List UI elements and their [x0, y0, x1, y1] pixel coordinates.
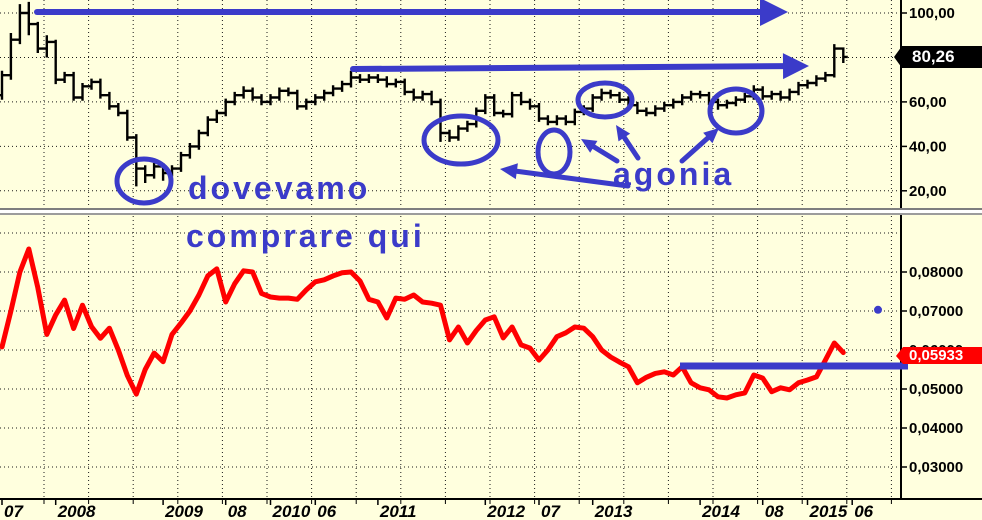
indicator-axis-label: 0,04000	[909, 420, 963, 437]
annotation-arrow-3	[500, 163, 631, 189]
time-axis-label: 07	[4, 502, 24, 520]
time-axis-label: 2014	[701, 502, 740, 520]
annotation-arrow-5	[616, 125, 641, 161]
annotation-arrow-2	[350, 53, 809, 80]
marker-arrow-tip	[896, 347, 903, 364]
time-axis-label: 2012	[486, 502, 525, 520]
annotation-ellipse-4	[575, 80, 635, 120]
time-axis-label: 2009	[164, 502, 203, 520]
grid	[0, 0, 901, 499]
time-axis-label: 2013	[594, 502, 633, 520]
indicator-value-marker: 0,05933	[896, 347, 982, 364]
annotation-ellipse-1	[114, 156, 174, 206]
price-axis-label: 100,00	[909, 5, 955, 22]
annotation-arrow-6	[679, 128, 719, 164]
annotation-ellipse-5	[707, 86, 765, 136]
indicator-axis-label: 0,07000	[909, 303, 963, 320]
last-price-marker: 80,26	[894, 46, 982, 68]
time-axis-label: 2010	[272, 502, 311, 520]
price-axis-label: 20,00	[909, 183, 947, 200]
time-axis-label: 08	[765, 502, 784, 520]
annotation-arrow-4	[581, 139, 620, 164]
axes	[0, 0, 982, 505]
annotation-ellipse-2	[421, 113, 501, 167]
time-axis-label: 06	[317, 502, 336, 520]
panel-separator[interactable]	[0, 208, 982, 215]
marker-arrow-tip	[894, 46, 902, 68]
indicator-value: 0,05933	[909, 347, 964, 364]
annotation-text-agonia[interactable]: agonia	[613, 156, 735, 192]
axis-labels: 100,0060,0040,0020,000,080000,070000,060…	[4, 5, 963, 520]
annotations	[34, 0, 908, 370]
time-axis-label: 2011	[379, 502, 417, 520]
time-axis-label: 07	[541, 502, 561, 520]
time-axis-label: 2015	[809, 502, 848, 520]
annotation-arrow-1	[34, 0, 788, 26]
indicator-axis-label: 0,03000	[909, 459, 963, 476]
time-axis-label: 08	[228, 502, 247, 520]
annotation-dot	[874, 305, 882, 314]
last-price-value: 80,26	[912, 47, 955, 66]
time-axis-label: 2008	[57, 502, 96, 520]
indicator-axis-label: 0,05000	[909, 381, 963, 398]
time-axis-label: 06	[854, 502, 873, 520]
annotation-text-comprare-qui[interactable]: comprare qui	[186, 218, 425, 254]
annotation-ellipse-3	[535, 127, 573, 177]
annotation-text-dovevamo[interactable]: dovevamo	[188, 170, 371, 206]
indicator-axis-label: 0,08000	[909, 264, 963, 281]
indicator-line	[0, 246, 846, 401]
price-axis-label: 40,00	[909, 138, 947, 155]
price-axis-label: 60,00	[909, 94, 947, 111]
